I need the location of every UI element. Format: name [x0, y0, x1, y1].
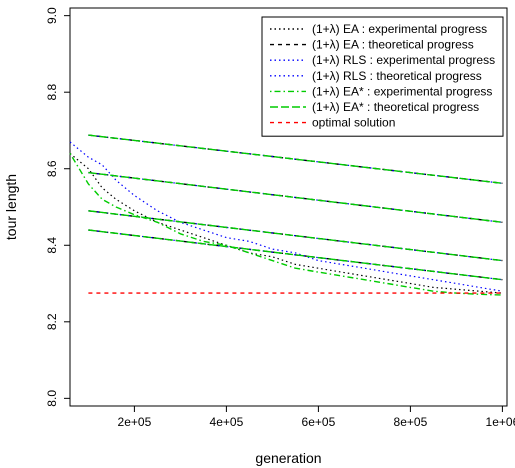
y-tick-label: 8.0: [45, 390, 59, 407]
x-tick-label: 2e+05: [118, 415, 152, 429]
x-tick-label: 6e+05: [302, 415, 336, 429]
y-tick-label: 8.2: [45, 313, 59, 330]
series-1-ea-experimental-progress-line: [69, 152, 503, 294]
x-tick-label: 8e+05: [394, 415, 428, 429]
x-axis: 2e+05 4e+05 6e+05 8e+05 1e+06: [118, 406, 515, 429]
y-tick-label: 8.4: [45, 237, 59, 254]
legend-label: (1+λ) EA* : experimental progress: [312, 84, 492, 98]
plot-frame: [69, 7, 508, 407]
legend-label: optimal solution: [312, 116, 395, 130]
series-layer: [69, 134, 503, 296]
legend-box: [261, 16, 504, 137]
y-tick-label: 8.8: [45, 84, 59, 101]
series-1-rls-experimental-progress-line: [69, 141, 503, 292]
series-1-ea-experimental-progress-line: [69, 153, 503, 296]
legend-label: (1+λ) RLS : experimental progress: [312, 53, 495, 67]
y-tick-label: 9.0: [45, 7, 59, 24]
y-axis: 8.0 8.2 8.4 8.6 8.8 9.0: [45, 7, 70, 407]
y-axis-label: tour length: [3, 174, 19, 240]
legend-label: (1+λ) EA : theoretical progress: [312, 38, 474, 52]
series-1-ea-theoretical-progress-line-1: [88, 134, 503, 184]
series-1-ea-theoretical-progress-line-3: [88, 210, 503, 262]
legend-label: (1+λ) EA* : theoretical progress: [312, 100, 479, 114]
x-tick-label: 1e+06: [486, 415, 515, 429]
series-1-ea-theoretical-progress-line-4: [88, 229, 503, 281]
x-tick-label: 4e+05: [210, 415, 244, 429]
legend-label: (1+λ) RLS : theoretical progress: [312, 69, 482, 83]
legend: (1+λ) EA : experimental progress (1+λ) EA…: [261, 16, 504, 137]
y-tick-label: 8.6: [45, 160, 59, 177]
x-axis-label: generation: [255, 450, 321, 466]
series-1-ea-theoretical-progress-line-2: [88, 171, 503, 223]
legend-label: (1+λ) EA : experimental progress: [312, 22, 487, 36]
